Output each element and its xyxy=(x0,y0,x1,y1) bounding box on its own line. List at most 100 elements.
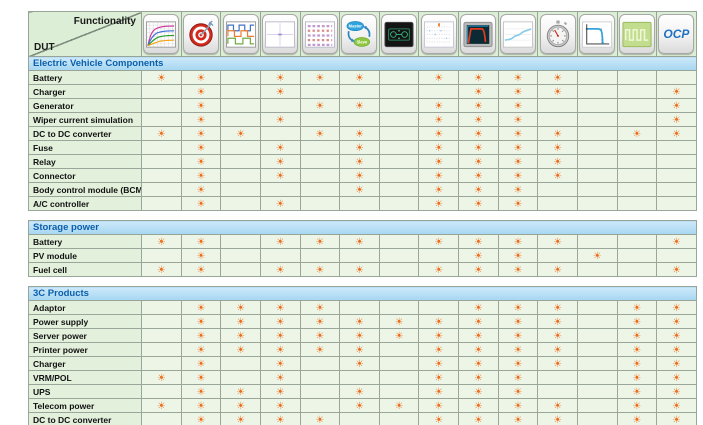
matrix-cell xyxy=(576,384,618,399)
matrix-cell xyxy=(378,70,420,85)
matrix-cell xyxy=(141,168,182,183)
matrix-cell: ☀ xyxy=(180,234,222,249)
column-stopwatch[interactable] xyxy=(537,11,578,57)
column-log-chart[interactable] xyxy=(418,11,459,57)
matrix-cell: ☀ xyxy=(458,248,499,263)
supported-marker: ☀ xyxy=(434,199,444,210)
matrix-cell: ☀ xyxy=(299,126,341,141)
master-slave-icon: Master Slave xyxy=(341,14,378,54)
matrix-cell xyxy=(141,342,182,357)
matrix-cell: ☀ xyxy=(220,342,261,357)
column-vi-curve[interactable] xyxy=(576,11,618,57)
column-scope-waveform[interactable] xyxy=(458,11,499,57)
dut-label: Printer power xyxy=(28,342,142,357)
column-iv-curves[interactable] xyxy=(141,11,182,57)
supported-marker: ☀ xyxy=(434,237,444,248)
supported-marker: ☀ xyxy=(513,345,523,356)
matrix-cell xyxy=(537,112,578,127)
supported-marker: ☀ xyxy=(671,265,681,276)
matrix-cell: ☀ xyxy=(299,314,341,329)
column-target[interactable] xyxy=(180,11,222,57)
supported-marker: ☀ xyxy=(473,157,483,168)
supported-marker: ☀ xyxy=(354,359,364,370)
dut-row: Printer power ☀ ☀ ☀ ☀ ☀ ☀ ☀ ☀ ☀ ☀ ☀ xyxy=(28,342,697,357)
matrix-cell xyxy=(220,196,261,211)
matrix-cell: ☀ xyxy=(497,154,539,169)
supported-marker: ☀ xyxy=(315,303,325,314)
matrix-cell xyxy=(378,370,420,385)
supported-marker: ☀ xyxy=(553,317,563,328)
matrix-cell: ☀ xyxy=(656,398,697,413)
column-trend-curve[interactable] xyxy=(497,11,539,57)
matrix-cell: ☀ xyxy=(339,234,380,249)
matrix-cell xyxy=(576,182,618,197)
matrix-cell xyxy=(576,356,618,371)
matrix-cell: ☀ xyxy=(656,314,697,329)
supported-marker: ☀ xyxy=(553,331,563,342)
supported-marker: ☀ xyxy=(553,143,563,154)
matrix-cell: ☀ xyxy=(458,314,499,329)
supported-marker: ☀ xyxy=(473,251,483,262)
matrix-cell xyxy=(537,196,578,211)
matrix-cell: ☀ xyxy=(180,342,222,357)
dut-row: UPS ☀ ☀ ☀ ☀ ☀ ☀ ☀ ☀ ☀ xyxy=(28,384,697,399)
supported-marker: ☀ xyxy=(553,345,563,356)
dut-row: Power supply ☀ ☀ ☀ ☀ ☀ ☀ ☀ ☀ ☀ ☀ ☀ ☀ xyxy=(28,314,697,329)
column-blank-chart-window[interactable] xyxy=(259,11,301,57)
matrix-cell: ☀ xyxy=(537,342,578,357)
supported-marker: ☀ xyxy=(275,317,285,328)
supported-marker: ☀ xyxy=(434,345,444,356)
supported-marker: ☀ xyxy=(434,415,444,425)
matrix-cell xyxy=(299,154,341,169)
supported-marker: ☀ xyxy=(434,331,444,342)
matrix-cell xyxy=(616,84,658,99)
matrix-cell: ☀ xyxy=(458,356,499,371)
dut-label: Charger xyxy=(28,84,142,99)
matrix-cell xyxy=(220,70,261,85)
matrix-cell: ☀ xyxy=(259,70,301,85)
matrix-cell xyxy=(299,140,341,155)
supported-marker: ☀ xyxy=(434,101,444,112)
matrix-cell xyxy=(576,328,618,343)
supported-marker: ☀ xyxy=(513,101,523,112)
matrix-cell xyxy=(656,196,697,211)
supported-marker: ☀ xyxy=(156,373,166,384)
column-square-waveforms[interactable] xyxy=(220,11,261,57)
matrix-cell xyxy=(220,370,261,385)
matrix-cell xyxy=(220,234,261,249)
supported-marker: ☀ xyxy=(275,157,285,168)
supported-marker: ☀ xyxy=(156,401,166,412)
matrix-cell: ☀ xyxy=(220,126,261,141)
matrix-cell xyxy=(576,342,618,357)
matrix-cell: ☀ xyxy=(259,412,301,425)
column-master-slave[interactable]: Master Slave xyxy=(339,11,380,57)
matrix-cell xyxy=(339,112,380,127)
supported-marker: ☀ xyxy=(275,171,285,182)
supported-marker: ☀ xyxy=(473,185,483,196)
matrix-cell xyxy=(576,126,618,141)
column-ocp[interactable]: OCP xyxy=(656,11,697,57)
dut-label: DC to DC converter xyxy=(28,412,142,425)
matrix-cell: ☀ xyxy=(537,328,578,343)
matrix-cell: ☀ xyxy=(656,126,697,141)
matrix-cell xyxy=(339,84,380,99)
matrix-cell: ☀ xyxy=(458,112,499,127)
column-data-table[interactable] xyxy=(299,11,341,57)
matrix-cell: ☀ xyxy=(259,370,301,385)
supported-marker: ☀ xyxy=(354,143,364,154)
column-circuit-screen[interactable] xyxy=(378,11,420,57)
matrix-cell: ☀ xyxy=(259,112,301,127)
supported-marker: ☀ xyxy=(275,345,285,356)
supported-marker: ☀ xyxy=(671,115,681,126)
supported-marker: ☀ xyxy=(354,171,364,182)
matrix-cell xyxy=(299,112,341,127)
matrix-cell: ☀ xyxy=(418,398,459,413)
matrix-cell: ☀ xyxy=(180,384,222,399)
data-table-icon xyxy=(301,14,338,54)
column-pulse-train[interactable] xyxy=(616,11,658,57)
matrix-cell: ☀ xyxy=(180,154,222,169)
supported-marker: ☀ xyxy=(434,171,444,182)
supported-marker: ☀ xyxy=(434,129,444,140)
matrix-cell xyxy=(141,84,182,99)
supported-marker: ☀ xyxy=(632,345,642,356)
